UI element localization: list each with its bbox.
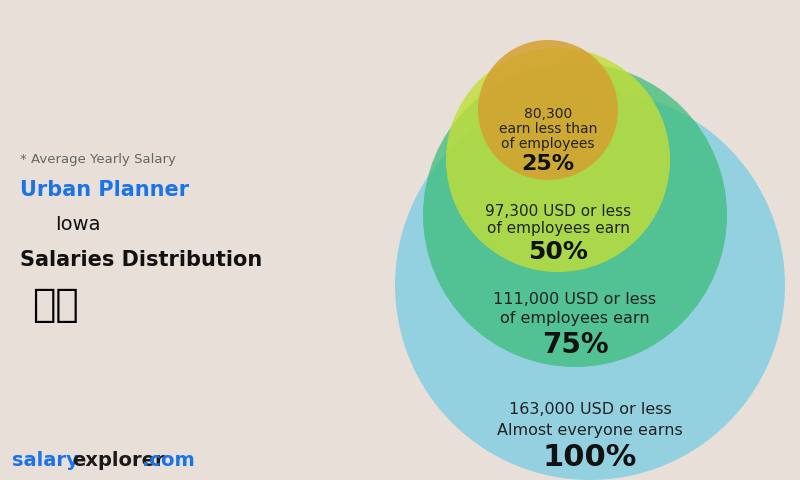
Circle shape	[395, 90, 785, 480]
Text: .com: .com	[142, 451, 194, 469]
Text: 25%: 25%	[522, 154, 574, 174]
Text: explorer: explorer	[72, 451, 165, 469]
Text: of employees earn: of employees earn	[486, 220, 630, 236]
Text: earn less than: earn less than	[499, 122, 597, 136]
Text: salary: salary	[12, 451, 78, 469]
Text: of employees: of employees	[502, 137, 594, 151]
Text: Iowa: Iowa	[55, 216, 101, 235]
Text: 🇺🇸: 🇺🇸	[32, 286, 78, 324]
Text: * Average Yearly Salary: * Average Yearly Salary	[20, 154, 176, 167]
Text: 50%: 50%	[528, 240, 588, 264]
Text: 97,300 USD or less: 97,300 USD or less	[485, 204, 631, 218]
Circle shape	[423, 63, 727, 367]
Text: Urban Planner: Urban Planner	[20, 180, 189, 200]
Circle shape	[478, 40, 618, 180]
Text: 111,000 USD or less: 111,000 USD or less	[494, 292, 657, 308]
Text: 100%: 100%	[543, 444, 637, 472]
Circle shape	[446, 48, 670, 272]
Text: of employees earn: of employees earn	[500, 312, 650, 326]
Text: Salaries Distribution: Salaries Distribution	[20, 250, 262, 270]
Text: 80,300: 80,300	[524, 107, 572, 121]
Text: 163,000 USD or less: 163,000 USD or less	[509, 403, 671, 418]
Text: 75%: 75%	[542, 331, 608, 359]
Text: Almost everyone earns: Almost everyone earns	[497, 422, 683, 437]
